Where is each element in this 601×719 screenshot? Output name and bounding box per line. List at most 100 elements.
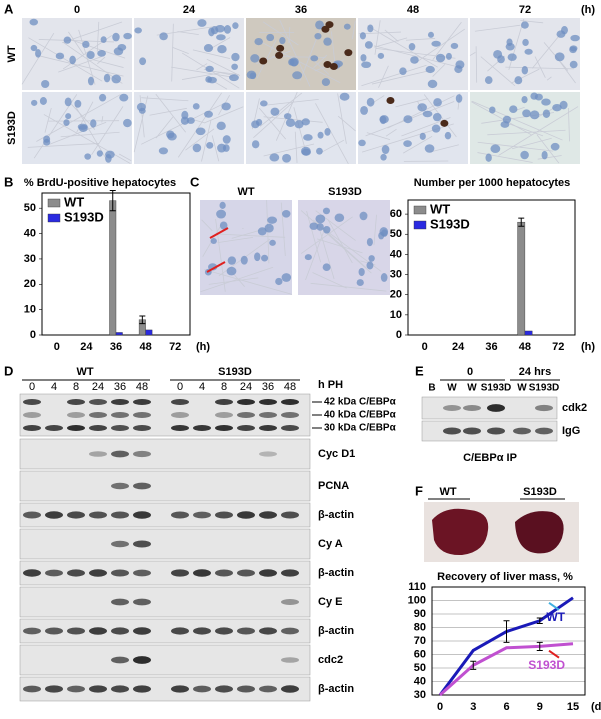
stained-nucleus bbox=[344, 49, 353, 57]
nucleus bbox=[304, 254, 312, 261]
cell-border bbox=[208, 277, 259, 285]
band bbox=[463, 404, 481, 412]
blot bbox=[19, 470, 311, 502]
nucleus bbox=[138, 107, 146, 114]
nucleus bbox=[180, 116, 189, 125]
nucleus bbox=[269, 239, 276, 246]
lane-label: 36 bbox=[262, 381, 274, 393]
nucleus bbox=[521, 95, 528, 104]
cell-border bbox=[217, 236, 254, 244]
cell-border bbox=[60, 131, 120, 138]
nucleus bbox=[203, 44, 214, 53]
nucleus bbox=[322, 207, 331, 215]
band bbox=[111, 569, 129, 577]
nucleus bbox=[285, 118, 296, 127]
y-tick-label: 50 bbox=[390, 228, 402, 240]
nucleus bbox=[251, 140, 260, 149]
nucleus bbox=[219, 201, 226, 209]
image-label: S193D bbox=[523, 486, 557, 498]
band bbox=[215, 569, 233, 577]
nucleus bbox=[485, 153, 492, 162]
nucleus bbox=[219, 221, 228, 230]
nucleus bbox=[454, 65, 463, 74]
cell-border bbox=[253, 101, 295, 139]
band bbox=[281, 599, 299, 605]
y-tick-label: 30 bbox=[414, 689, 426, 701]
lane-label: W bbox=[517, 383, 527, 394]
band bbox=[111, 627, 129, 635]
panel-letter: A bbox=[4, 1, 14, 16]
cell-border bbox=[209, 37, 231, 50]
band bbox=[193, 569, 211, 577]
nucleus bbox=[507, 53, 517, 61]
nucleus bbox=[119, 93, 129, 102]
cell-border bbox=[97, 56, 106, 65]
lane-label: 8 bbox=[221, 381, 227, 393]
nucleus bbox=[431, 124, 441, 133]
nucleus bbox=[186, 117, 195, 124]
unit: h PH bbox=[318, 379, 343, 391]
band bbox=[171, 399, 189, 405]
x-tick-label: 6 bbox=[503, 701, 509, 713]
y-tick-label: 90 bbox=[414, 608, 426, 620]
band bbox=[237, 425, 255, 431]
cell-border bbox=[141, 97, 189, 102]
nucleus bbox=[117, 44, 127, 51]
nucleus bbox=[294, 120, 304, 129]
nucleus bbox=[39, 97, 47, 105]
image-label: WT bbox=[439, 486, 456, 498]
nucleus bbox=[41, 79, 50, 89]
stained-nucleus bbox=[386, 96, 395, 104]
nucleus bbox=[339, 92, 350, 101]
x-axis-label: (h) bbox=[196, 341, 210, 353]
nucleus bbox=[360, 105, 369, 115]
cell-border bbox=[504, 121, 544, 137]
nucleus bbox=[207, 76, 217, 84]
band bbox=[463, 427, 481, 435]
legend-label: WT bbox=[64, 194, 84, 209]
cell-border bbox=[534, 56, 546, 78]
band bbox=[215, 685, 233, 693]
nucleus bbox=[205, 65, 214, 73]
lane-label: B bbox=[428, 383, 435, 394]
nucleus bbox=[134, 27, 142, 34]
nucleus bbox=[74, 99, 82, 108]
nucleus bbox=[100, 36, 107, 43]
band bbox=[111, 399, 129, 405]
nucleus bbox=[232, 22, 239, 30]
nucleus bbox=[433, 98, 442, 107]
nucleus bbox=[524, 48, 533, 55]
band bbox=[23, 685, 41, 693]
blot bbox=[19, 586, 311, 618]
band bbox=[67, 412, 85, 418]
nucleus bbox=[561, 25, 568, 35]
cell-border bbox=[172, 46, 189, 55]
nucleus bbox=[123, 32, 132, 40]
nucleus bbox=[192, 103, 200, 110]
cell-border bbox=[300, 210, 372, 274]
cell-border bbox=[92, 59, 124, 68]
nucleus bbox=[123, 118, 132, 128]
y-tick-label: 30 bbox=[24, 253, 36, 265]
band bbox=[23, 425, 41, 431]
nucleus bbox=[246, 70, 257, 79]
cell-border bbox=[546, 76, 552, 81]
band bbox=[89, 569, 107, 577]
series-label: S193D bbox=[528, 658, 565, 672]
cell-border bbox=[312, 272, 347, 289]
nucleus bbox=[316, 223, 324, 231]
nucleus bbox=[569, 46, 577, 54]
lane-label: 8 bbox=[73, 381, 79, 393]
cell-border bbox=[480, 56, 516, 87]
cell-border bbox=[312, 59, 330, 75]
nucleus bbox=[403, 140, 412, 148]
cell-border bbox=[414, 28, 466, 64]
cell-border bbox=[211, 135, 220, 162]
nucleus bbox=[505, 42, 515, 51]
stained-nucleus bbox=[323, 61, 332, 69]
footer: C/EBPα IP bbox=[463, 452, 517, 464]
nucleus bbox=[360, 54, 367, 62]
band bbox=[133, 425, 151, 431]
liver bbox=[515, 511, 564, 554]
band bbox=[193, 425, 211, 431]
